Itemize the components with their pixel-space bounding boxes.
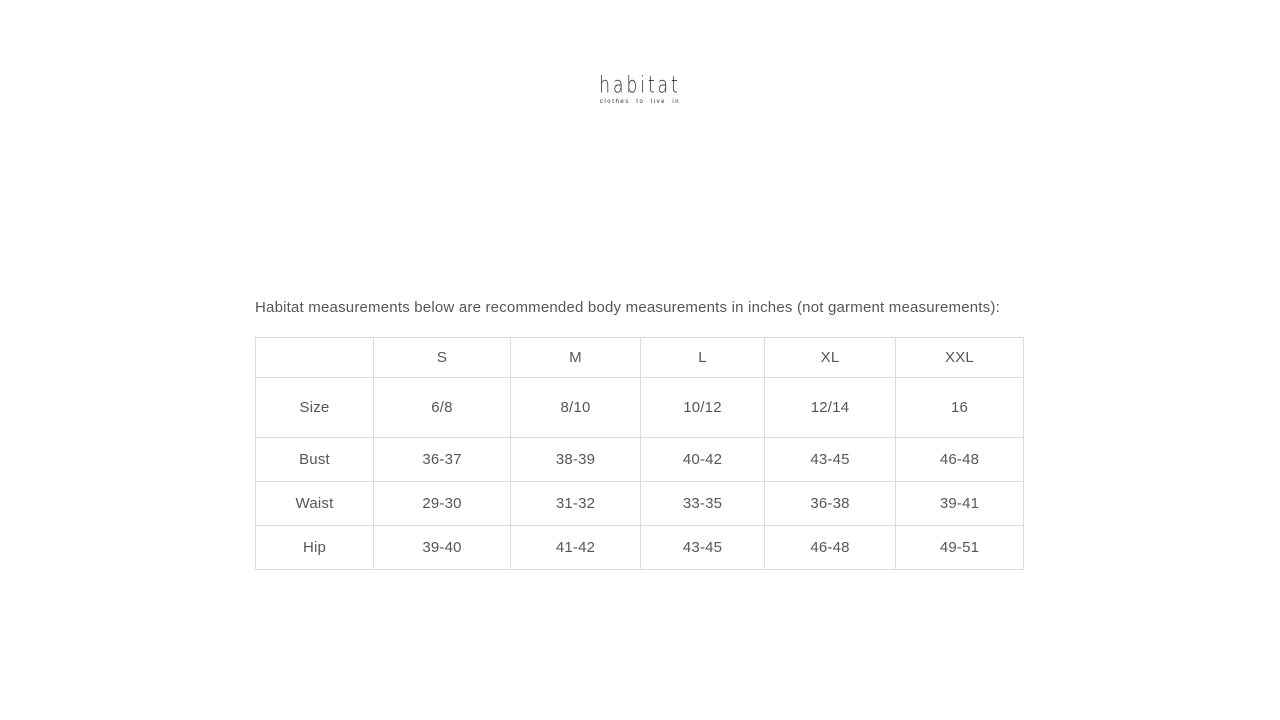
size-chart-measurement-cell: 36-38 — [764, 481, 896, 526]
size-chart-measurement-cell: 46-48 — [764, 525, 896, 570]
size-chart-header-row: S M L XL XXL — [255, 337, 1024, 378]
size-chart-measurement-cell: 8/10 — [510, 377, 641, 438]
size-chart-measurement-cell: 38-39 — [510, 437, 641, 482]
size-chart-table: S M L XL XXL Size 6/8 8/10 10/12 12/14 16 Bust 36-3… — [255, 337, 1024, 570]
size-chart-measurement-cell: 16 — [895, 377, 1024, 438]
size-chart-measurement-cell: 29-30 — [373, 481, 511, 526]
size-chart-column-header: S — [373, 337, 511, 378]
size-chart-row-label: Bust — [255, 437, 374, 482]
size-chart-corner-cell — [255, 337, 374, 378]
size-chart-measurement-cell: 46-48 — [895, 437, 1024, 482]
size-chart-column-header: L — [640, 337, 765, 378]
size-chart-measurement-cell: 39-41 — [895, 481, 1024, 526]
size-chart-row: Bust 36-37 38-39 40-42 43-45 46-48 — [255, 437, 1024, 482]
size-chart-measurement-cell: 33-35 — [640, 481, 765, 526]
size-guide-section: Habitat measurements below are recommend… — [255, 299, 1024, 570]
size-chart-measurement-cell: 36-37 — [373, 437, 511, 482]
size-chart-row-label: Waist — [255, 481, 374, 526]
size-chart-column-header: XXL — [895, 337, 1024, 378]
brand-logo-tagline: clothes to live in — [599, 99, 681, 105]
size-chart-measurement-cell: 43-45 — [764, 437, 896, 482]
brand-logo: habitat clothes to live in — [0, 72, 1280, 105]
size-chart-measurement-cell: 12/14 — [764, 377, 896, 438]
size-chart-row: Size 6/8 8/10 10/12 12/14 16 — [255, 377, 1024, 438]
brand-logo-text: habitat — [599, 72, 681, 99]
size-chart-measurement-cell: 49-51 — [895, 525, 1024, 570]
size-chart-row-label: Size — [255, 377, 374, 438]
size-chart-measurement-cell: 43-45 — [640, 525, 765, 570]
size-chart-measurement-cell: 6/8 — [373, 377, 511, 438]
size-chart-row: Waist 29-30 31-32 33-35 36-38 39-41 — [255, 481, 1024, 526]
size-guide-intro: Habitat measurements below are recommend… — [255, 299, 1000, 316]
size-chart-measurement-cell: 31-32 — [510, 481, 641, 526]
size-chart-measurement-cell: 40-42 — [640, 437, 765, 482]
size-chart-measurement-cell: 41-42 — [510, 525, 641, 570]
size-chart-body: Size 6/8 8/10 10/12 12/14 16 Bust 36-37 38-39 40-… — [255, 377, 1024, 570]
size-chart-row: Hip 39-40 41-42 43-45 46-48 49-51 — [255, 525, 1024, 570]
size-chart-column-header: M — [510, 337, 641, 378]
size-chart-measurement-cell: 39-40 — [373, 525, 511, 570]
size-chart-row-label: Hip — [255, 525, 374, 570]
size-chart-column-header: XL — [764, 337, 896, 378]
size-chart-measurement-cell: 10/12 — [640, 377, 765, 438]
